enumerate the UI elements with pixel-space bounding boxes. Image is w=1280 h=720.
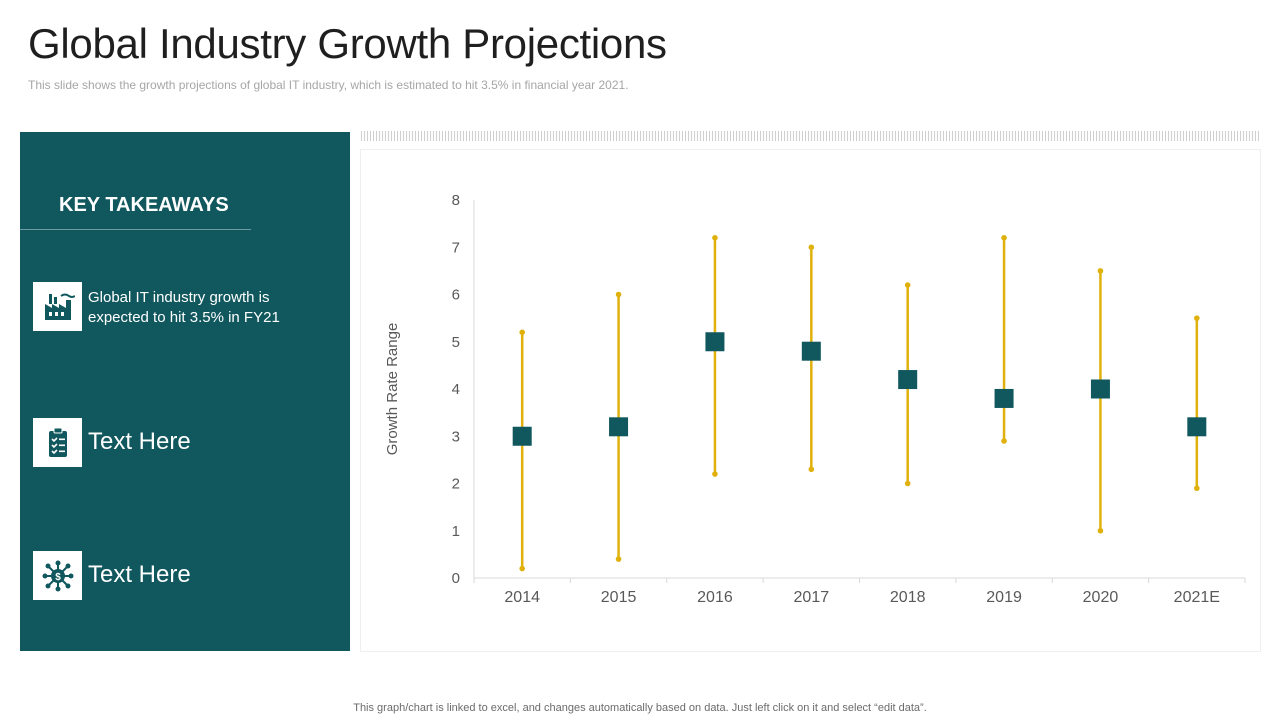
- key-takeaways-divider: [20, 229, 251, 230]
- range-low-point: [1097, 527, 1104, 534]
- key-takeaways-panel: KEY TAKEAWAYS Global IT industry growth …: [20, 132, 350, 651]
- y-tick-label: 6: [452, 287, 460, 304]
- range-high-point: [519, 329, 525, 336]
- y-tick-label: 5: [452, 334, 460, 351]
- takeaway-text-1: Global IT industry growth is expected to…: [88, 289, 280, 326]
- range-high-point: [1097, 268, 1104, 274]
- y-tick-label: 2: [452, 476, 460, 493]
- range-low-point: [712, 471, 718, 477]
- y-tick-label: 8: [452, 192, 460, 209]
- footer-note: This graph/chart is linked to excel, and…: [353, 702, 927, 714]
- y-tick-label: 1: [452, 523, 460, 540]
- growth-marker: [898, 370, 918, 390]
- growth-marker: [512, 426, 532, 446]
- x-tick-label: 2017: [794, 589, 830, 606]
- y-tick-label: 7: [452, 239, 460, 256]
- growth-marker: [1090, 379, 1110, 399]
- x-tick-label: 2016: [697, 589, 733, 606]
- y-axis-title: Growth Rate Range: [384, 323, 401, 456]
- range-high-point: [1001, 235, 1007, 241]
- x-tick-label: 2021E: [1174, 589, 1220, 606]
- growth-marker: [1187, 417, 1207, 437]
- x-tick-label: 2019: [986, 589, 1022, 606]
- page-subtitle: This slide shows the growth projections …: [28, 78, 629, 92]
- range-low-point: [1194, 485, 1200, 492]
- range-high-point: [1194, 315, 1200, 321]
- y-tick-label: 4: [452, 381, 460, 398]
- chart-area: 0 1 2 3 4 5 6 7 8 2014 2015 2016 2017 2018 2019 2020 202…: [360, 149, 1261, 652]
- growth-marker: [994, 388, 1014, 408]
- range-low-point: [904, 480, 911, 487]
- range-high-point: [615, 291, 622, 298]
- y-tick-label: 0: [452, 570, 460, 587]
- svg-text:$: $: [55, 572, 61, 583]
- range-high-point: [712, 235, 718, 241]
- x-tick-label: 2014: [504, 589, 540, 606]
- dollar-network-icon: $: [33, 551, 82, 600]
- range-low-point: [1001, 438, 1007, 444]
- growth-marker: [801, 341, 821, 361]
- range-low-point: [615, 556, 622, 562]
- page-title: Global Industry Growth Projections: [28, 20, 667, 67]
- takeaway-text-2: Text Here: [88, 428, 191, 455]
- x-tick-label: 2018: [890, 589, 926, 606]
- x-tick-label: 2015: [601, 589, 637, 606]
- factory-icon: [33, 282, 82, 331]
- range-low-point: [519, 565, 525, 572]
- growth-marker: [609, 417, 629, 437]
- range-high-point: [904, 282, 911, 288]
- range-low-point: [808, 466, 815, 473]
- key-takeaways-heading: KEY TAKEAWAYS: [59, 194, 229, 216]
- growth-range-chart: 0 1 2 3 4 5 6 7 8 2014 2015 2016 2017 2018 2019 2020 202…: [384, 192, 1246, 606]
- takeaway-text-3: Text Here: [88, 561, 191, 588]
- range-high-point: [808, 244, 815, 251]
- clipboard-checklist-icon: [33, 418, 82, 467]
- x-tick-label: 2020: [1083, 589, 1119, 606]
- growth-marker: [705, 332, 725, 352]
- y-tick-label: 3: [452, 428, 460, 445]
- chart-header-stripe: [361, 131, 1260, 141]
